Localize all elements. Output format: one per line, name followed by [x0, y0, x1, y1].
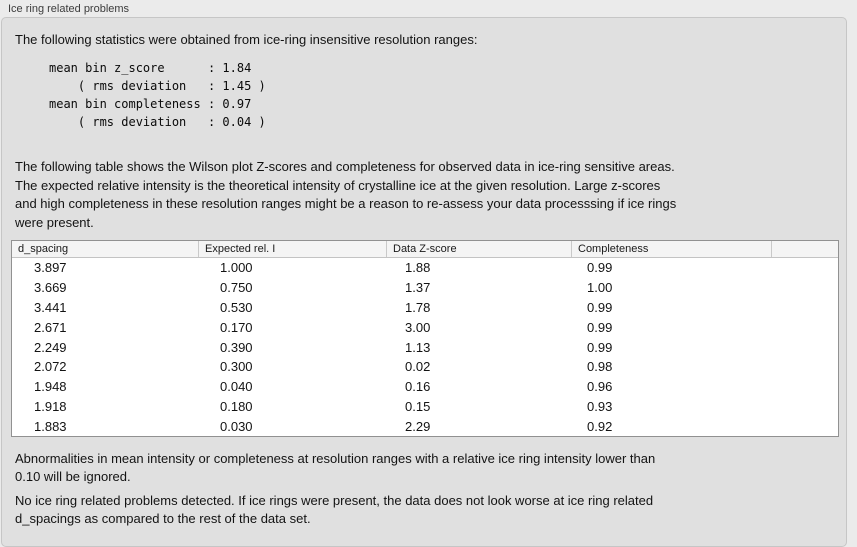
ice-ring-table: d_spacing Expected rel. I Data Z-score C… — [11, 240, 839, 437]
table-cell: 0.300 — [220, 359, 253, 375]
table-row[interactable]: 3.669 0.750 1.37 1.00 — [12, 278, 838, 298]
table-row[interactable]: 1.948 0.040 0.16 0.96 — [12, 377, 838, 397]
table-cell: 1.883 — [34, 418, 67, 434]
table-cell: 0.96 — [587, 379, 613, 395]
table-cell: 1.948 — [34, 379, 67, 395]
ice-ring-group-box: The following statistics were obtained f… — [1, 17, 847, 547]
table-cell: 1.37 — [405, 280, 431, 296]
table-cell: 0.93 — [587, 398, 613, 414]
table-cell: 0.99 — [587, 319, 613, 335]
table-cell: 0.15 — [405, 398, 431, 414]
table-cell: 0.99 — [587, 260, 613, 276]
table-row[interactable]: 2.671 0.170 3.00 0.99 — [12, 317, 838, 337]
table-cell: 0.530 — [220, 299, 253, 315]
table-cell: 1.13 — [405, 339, 431, 355]
table-cell: 1.918 — [34, 398, 67, 414]
table-row[interactable]: 3.897 1.000 1.88 0.99 — [12, 258, 838, 278]
table-row[interactable]: 2.072 0.300 0.02 0.98 — [12, 357, 838, 377]
table-cell: 3.00 — [405, 319, 431, 335]
ignore-rule-text: Abnormalities in mean intensity or compl… — [15, 451, 656, 484]
table-cell: 1.88 — [405, 260, 431, 276]
table-row[interactable]: 1.918 0.180 0.15 0.93 — [12, 397, 838, 417]
table-cell: 2.249 — [34, 339, 67, 355]
column-header-d-spacing[interactable]: d_spacing — [12, 241, 199, 257]
table-cell: 1.000 — [220, 260, 253, 276]
table-cell: 0.040 — [220, 379, 253, 395]
table-cell: 0.030 — [220, 418, 253, 434]
column-header-expected-rel-i[interactable]: Expected rel. I — [199, 241, 387, 257]
table-cell: 1.00 — [587, 280, 613, 296]
table-cell: 1.78 — [405, 299, 431, 315]
table-cell: 3.441 — [34, 299, 67, 315]
intro-text: The following statistics were obtained f… — [15, 32, 478, 47]
table-cell: 0.99 — [587, 299, 613, 315]
table-row[interactable]: 3.441 0.530 1.78 0.99 — [12, 298, 838, 318]
table-cell: 0.750 — [220, 280, 253, 296]
table-cell: 0.98 — [587, 359, 613, 375]
table-cell: 3.669 — [34, 280, 67, 296]
column-header-completeness[interactable]: Completeness — [572, 241, 772, 257]
table-cell: 0.02 — [405, 359, 431, 375]
table-cell: 0.390 — [220, 339, 253, 355]
table-cell: 0.92 — [587, 418, 613, 434]
table-description-text: The following table shows the Wilson plo… — [15, 159, 677, 230]
table-row[interactable]: 1.883 0.030 2.29 0.92 — [12, 416, 838, 436]
table-row[interactable]: 2.249 0.390 1.13 0.99 — [12, 337, 838, 357]
table-cell: 2.29 — [405, 418, 431, 434]
table-cell: 0.16 — [405, 379, 431, 395]
table-header-row: d_spacing Expected rel. I Data Z-score C… — [12, 241, 838, 258]
table-cell: 2.671 — [34, 319, 67, 335]
table-body: 3.897 1.000 1.88 0.99 3.669 0.750 1.37 1.00 3.44… — [12, 258, 838, 436]
statistics-block: mean bin z_score : 1.84 ( rms deviation … — [49, 61, 266, 129]
conclusion-text: No ice ring related problems detected. I… — [15, 493, 654, 526]
column-header-data-z-score[interactable]: Data Z-score — [387, 241, 572, 257]
table-cell: 3.897 — [34, 260, 67, 276]
table-cell: 2.072 — [34, 359, 67, 375]
table-cell: 0.99 — [587, 339, 613, 355]
table-cell: 0.180 — [220, 398, 253, 414]
table-cell: 0.170 — [220, 319, 253, 335]
panel-title: Ice ring related problems — [8, 3, 130, 15]
column-header-empty — [772, 241, 838, 257]
